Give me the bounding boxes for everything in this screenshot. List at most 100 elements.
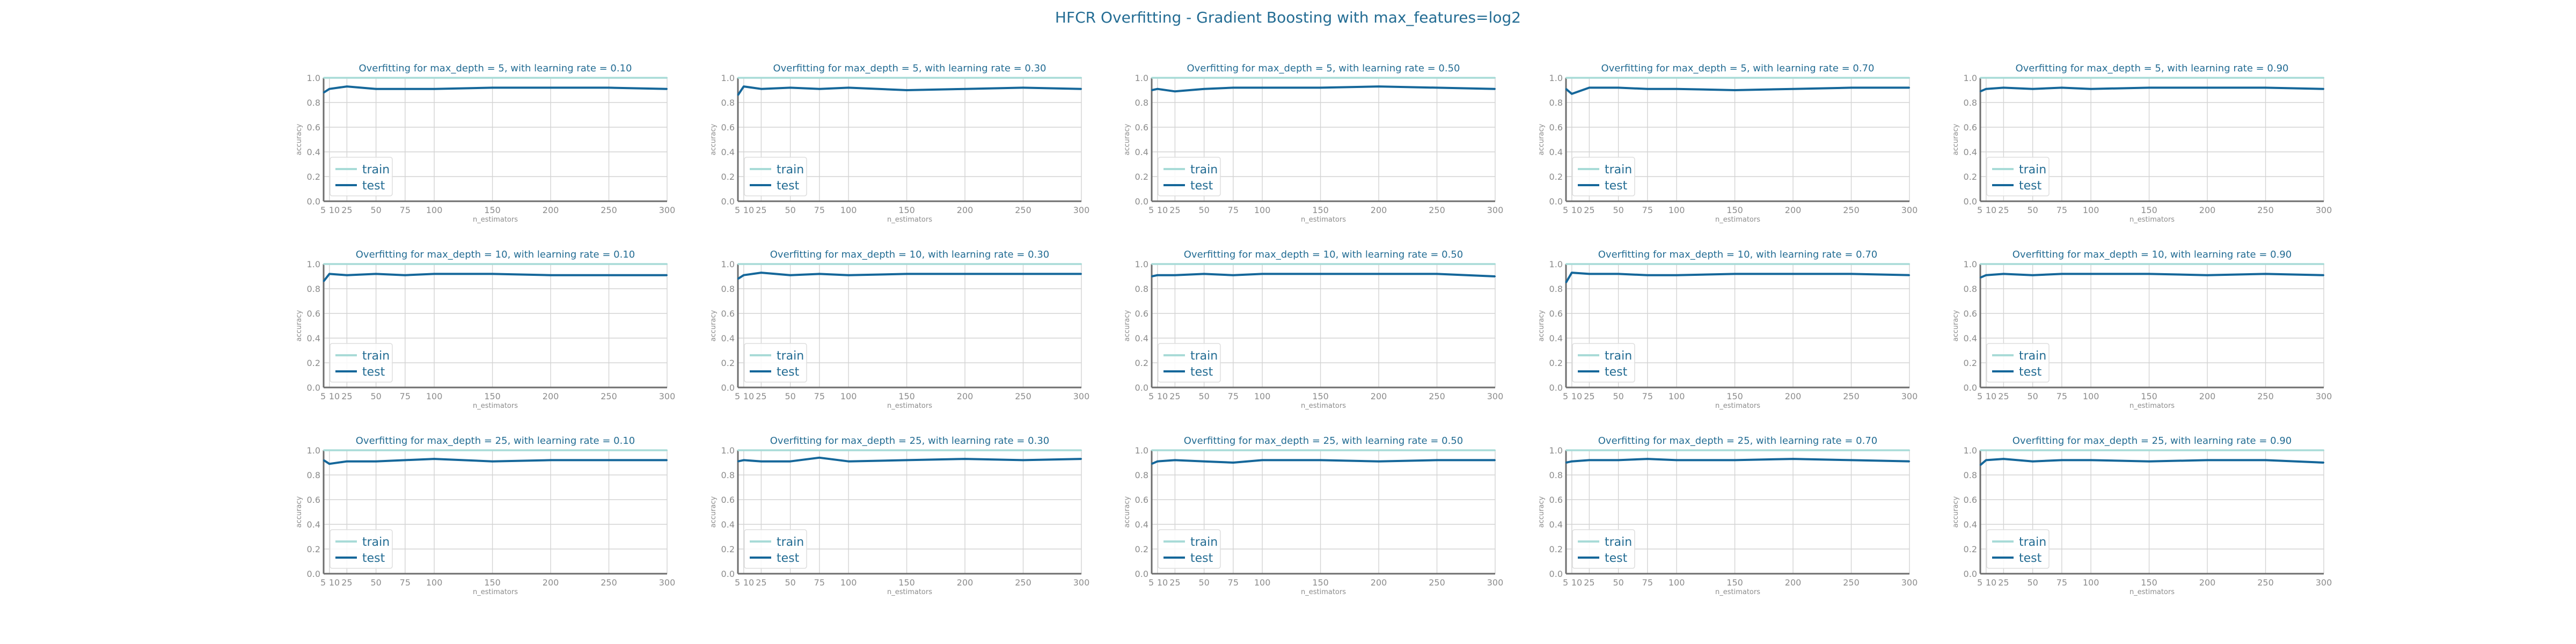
data-point-test <box>1174 459 1176 461</box>
data-point-train <box>1378 449 1380 451</box>
data-point-test <box>1565 88 1567 90</box>
data-point-test <box>2061 87 2063 89</box>
data-point-train <box>1232 263 1234 265</box>
legend-label-test: test <box>1605 552 1628 565</box>
data-point-train <box>404 77 406 79</box>
y-tick-label: 0.0 <box>1964 196 1977 207</box>
data-point-test <box>2265 459 2266 461</box>
data-point-train <box>1618 263 1619 265</box>
x-tick-label: 25 <box>1584 205 1594 215</box>
x-tick-label: 150 <box>1312 577 1329 588</box>
data-point-test <box>323 281 325 282</box>
y-tick-label: 0.2 <box>1549 544 1563 554</box>
y-tick-label: 0.8 <box>1964 284 1977 294</box>
data-point-train <box>2265 263 2266 265</box>
data-point-train <box>1151 263 1153 265</box>
y-tick-label: 0.6 <box>721 122 735 133</box>
data-point-train <box>1734 449 1736 451</box>
y-tick-label: 0.0 <box>1549 383 1563 393</box>
data-point-train <box>847 77 850 79</box>
y-tick-label: 0.4 <box>721 333 735 343</box>
data-point-test <box>760 272 762 274</box>
x-tick-label: 25 <box>341 577 352 588</box>
x-axis-label: n_estimators <box>473 216 518 224</box>
x-tick-label: 100 <box>426 577 443 588</box>
subplot: Overfitting for max_depth = 25, with lea… <box>709 435 1089 596</box>
x-tick-label: 10 <box>1571 577 1582 588</box>
x-tick-label: 250 <box>1015 391 1031 401</box>
data-point-train <box>818 449 821 451</box>
x-tick-label: 10 <box>1571 391 1582 401</box>
subplot-grid: Overfitting for max_depth = 5, with lear… <box>295 63 2332 596</box>
x-tick-label: 250 <box>2257 391 2274 401</box>
x-tick-label: 200 <box>957 205 974 215</box>
data-point-test <box>2003 458 2004 460</box>
data-point-train <box>2061 449 2063 451</box>
data-point-test <box>1979 277 1981 279</box>
y-tick-label: 0.6 <box>721 309 735 319</box>
x-axis-label: n_estimators <box>473 402 518 410</box>
data-point-train <box>760 77 762 79</box>
x-tick-label: 200 <box>543 391 559 401</box>
y-tick-label: 0.6 <box>1964 309 1977 319</box>
data-point-test <box>1589 273 1590 275</box>
y-tick-label: 0.8 <box>307 98 320 108</box>
data-point-train <box>2148 449 2150 451</box>
y-tick-label: 1.0 <box>1549 73 1563 83</box>
data-point-test <box>1320 459 1321 461</box>
legend-label-train: train <box>2019 536 2046 549</box>
x-tick-label: 250 <box>2257 205 2274 215</box>
legend-label-train: train <box>777 536 804 549</box>
x-tick-label: 150 <box>1726 391 1743 401</box>
x-axis-label: n_estimators <box>2129 588 2175 596</box>
data-point-train <box>1908 263 1911 265</box>
x-tick-label: 300 <box>1073 577 1090 588</box>
data-point-train <box>2323 77 2325 79</box>
series-line-test <box>1565 272 1910 283</box>
data-point-test <box>1792 273 1794 275</box>
data-point-test <box>743 274 745 276</box>
subplot: Overfitting for max_depth = 25, with lea… <box>1952 435 2332 596</box>
x-tick-label: 50 <box>785 391 795 401</box>
y-tick-label: 0.4 <box>1549 147 1563 157</box>
data-point-train <box>847 263 850 265</box>
data-point-test <box>1850 273 1852 275</box>
data-point-train <box>1320 77 1321 79</box>
x-tick-label: 25 <box>1584 391 1594 401</box>
y-tick-label: 1.0 <box>721 259 735 269</box>
y-tick-label: 0.6 <box>1135 495 1148 505</box>
data-point-train <box>1378 77 1380 79</box>
legend-label-train: train <box>362 536 390 549</box>
subplot: Overfitting for max_depth = 10, with lea… <box>709 249 1089 410</box>
data-point-train <box>906 77 908 79</box>
data-point-train <box>608 263 610 265</box>
x-tick-label: 75 <box>2057 391 2067 401</box>
x-tick-label: 250 <box>1843 391 1860 401</box>
x-tick-label: 10 <box>1157 205 1168 215</box>
data-point-train <box>1646 449 1649 451</box>
data-point-train <box>492 263 493 265</box>
x-tick-label: 25 <box>1998 391 2009 401</box>
data-point-train <box>1850 263 1852 265</box>
data-point-test <box>1436 87 1438 89</box>
y-tick-label: 0.4 <box>1964 519 1977 530</box>
y-tick-label: 0.6 <box>1964 495 1977 505</box>
data-point-test <box>1151 89 1153 91</box>
x-axis-label: n_estimators <box>2129 402 2175 410</box>
y-axis-label: accuracy <box>1952 310 1960 341</box>
subplot-title: Overfitting for max_depth = 5, with lear… <box>2015 63 2288 74</box>
x-tick-label: 200 <box>1371 391 1387 401</box>
data-point-test <box>1908 460 1911 462</box>
y-tick-label: 0.4 <box>721 519 735 530</box>
series-line-test <box>1565 458 1910 464</box>
data-point-train <box>847 449 850 451</box>
x-tick-label: 10 <box>1986 205 1996 215</box>
data-point-train <box>2032 263 2033 265</box>
y-tick-label: 0.2 <box>721 172 735 182</box>
x-tick-label: 5 <box>735 205 740 215</box>
y-tick-label: 0.4 <box>307 333 320 343</box>
data-point-test <box>2061 459 2063 461</box>
data-point-train <box>2032 77 2033 79</box>
data-point-train <box>1261 77 1263 79</box>
data-point-train <box>1675 449 1678 451</box>
